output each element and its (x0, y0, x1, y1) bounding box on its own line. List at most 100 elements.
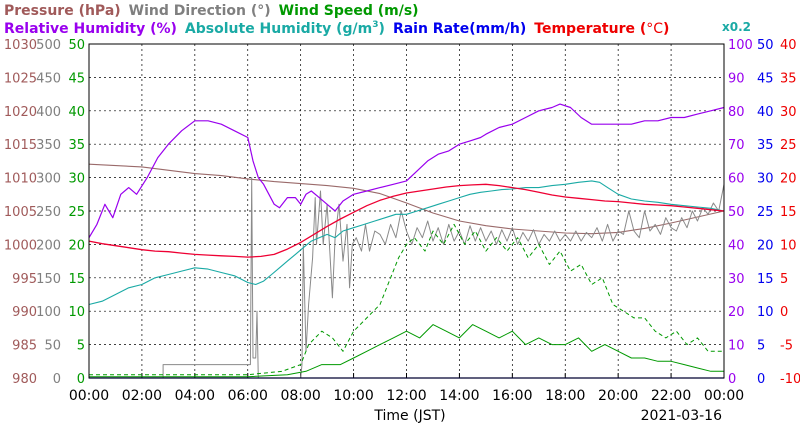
tick-label-pressure: 1015 (4, 138, 37, 153)
tick-label-pressure: 995 (12, 272, 37, 287)
tick-label-wind-speed: 0 (77, 372, 85, 387)
tick-label-wind-speed: 20 (68, 238, 85, 253)
grid (89, 44, 724, 378)
series (88, 103, 725, 379)
tick-label-temperature: 40 (780, 38, 797, 53)
tick-label-wind-direction: 0 (53, 372, 61, 387)
tick-label-pressure: 1030 (4, 38, 37, 53)
x-tick-label: 02:00 (122, 388, 162, 404)
tick-label-pressure: 1010 (4, 172, 37, 187)
tick-label-relative-humidity: 80 (728, 105, 745, 120)
tick-label-wind-direction: 350 (36, 138, 61, 153)
tick-label-pressure: 990 (12, 305, 37, 320)
legend-absolute-humidity-sup: 3 (372, 20, 378, 30)
tick-label-pressure: 1000 (4, 238, 37, 253)
series-temperature (88, 183, 725, 258)
legend-temperature-close: ) (663, 21, 669, 37)
tick-label-relative-humidity: 20 (728, 305, 745, 320)
tick-label-rain-rate: 50 (757, 38, 774, 53)
tick-label-pressure: 980 (12, 372, 37, 387)
tick-label-pressure: 985 (12, 339, 37, 354)
svg-text:Pressure (hPa)Wind Direction (: Pressure (hPa) Wind Direction (°) Wind Spe… (4, 3, 419, 19)
tick-label-wind-direction: 200 (36, 238, 61, 253)
chart-date: 2021-03-16 (641, 408, 722, 424)
x-tick-label: 16:00 (492, 388, 532, 404)
x-tick-label: 04:00 (175, 388, 215, 404)
tick-label-rain-rate: 40 (757, 105, 774, 120)
tick-label-temperature: 10 (780, 238, 797, 253)
tick-label-temperature: 15 (780, 205, 797, 220)
tick-label-temperature: 0 (780, 305, 788, 320)
series-wind-speed (89, 324, 724, 378)
series-wind-speed-gust (89, 223, 724, 376)
x-axis-label: Time (JST) (373, 408, 445, 424)
tick-label-wind-direction: 500 (36, 38, 61, 53)
tick-label-pressure: 1020 (4, 105, 37, 120)
x-tick-label: 14:00 (439, 388, 479, 404)
tick-label-rain-rate: 35 (757, 138, 774, 153)
legend-wind-speed: Wind Speed (m/s) (279, 3, 419, 19)
x-tick-label: 06:00 (228, 388, 268, 404)
series-relative-humidity (88, 103, 725, 239)
tick-label-wind-speed: 35 (68, 138, 85, 153)
tick-label-wind-speed: 15 (68, 272, 85, 287)
legend-temperature-unit: °C (646, 21, 663, 37)
x-tick-label: 00:00 (69, 388, 109, 404)
tick-label-rain-rate: 45 (757, 71, 774, 86)
x-tick-label: 10:00 (333, 388, 373, 404)
tick-label-wind-direction: 400 (36, 105, 61, 120)
tick-label-wind-speed: 40 (68, 105, 85, 120)
tick-label-pressure: 1005 (4, 205, 37, 220)
x-tick-label: 08:00 (280, 388, 320, 404)
legend-relative-humidity: Relative Humidity (%) (4, 21, 177, 37)
tick-label-temperature: 25 (780, 138, 797, 153)
x-tick-label: 22:00 (651, 388, 691, 404)
tick-label-relative-humidity: 50 (728, 205, 745, 220)
tick-label-wind-speed: 30 (68, 172, 85, 187)
tick-label-wind-direction: 300 (36, 172, 61, 187)
tick-label-relative-humidity: 30 (728, 272, 745, 287)
tick-label-rain-rate: 25 (757, 205, 774, 220)
tick-label-wind-direction: 250 (36, 205, 61, 220)
tick-label-wind-direction: 100 (36, 305, 61, 320)
legend-pressure: Pressure (hPa) (4, 3, 121, 19)
legend-absolute-humidity-close: ) (379, 21, 385, 37)
series-pressure (88, 163, 725, 235)
legend-temperature: Temperature ( (534, 21, 646, 37)
tick-label-relative-humidity: 0 (728, 372, 736, 387)
tick-label-pressure: 1025 (4, 71, 37, 86)
tick-label-wind-speed: 50 (68, 38, 85, 53)
x-tick-label: 12:00 (386, 388, 426, 404)
series-absolute-humidity (88, 180, 725, 306)
tick-label-rain-rate: 15 (757, 272, 774, 287)
tick-label-wind-speed: 5 (77, 339, 85, 354)
tick-label-relative-humidity: 10 (728, 339, 745, 354)
tick-label-wind-direction: 50 (44, 339, 61, 354)
tick-label-wind-speed: 10 (68, 305, 85, 320)
svg-text:Relative Humidity (%)Absolute: Relative Humidity (%) Absolute Humidity (… (4, 20, 669, 37)
tick-label-wind-direction: 150 (36, 272, 61, 287)
x-tick-label: 00:00 (704, 388, 744, 404)
tick-label-wind-speed: 25 (68, 205, 85, 220)
axes: 1030102510201015101010051000995990985980… (4, 38, 800, 404)
tick-label-temperature: 5 (780, 272, 788, 287)
tick-label-rain-rate: 5 (757, 339, 765, 354)
tick-label-temperature: 20 (780, 172, 797, 187)
x-tick-label: 18:00 (545, 388, 585, 404)
tick-label-temperature: -10 (780, 372, 800, 387)
tick-label-rain-rate: 20 (757, 238, 774, 253)
tick-label-rain-rate: 30 (757, 172, 774, 187)
tick-label-relative-humidity: 40 (728, 238, 745, 253)
plot-frame (88, 43, 725, 379)
tick-label-wind-speed: 45 (68, 71, 85, 86)
legend-rain-rate: Rain Rate(mm/h) (393, 21, 526, 37)
scale-note: x0.2 (722, 20, 751, 34)
tick-label-temperature: -5 (780, 339, 793, 354)
tick-label-relative-humidity: 90 (728, 71, 745, 86)
tick-label-rain-rate: 0 (757, 372, 765, 387)
tick-label-relative-humidity: 70 (728, 138, 745, 153)
tick-label-temperature: 30 (780, 105, 797, 120)
tick-label-rain-rate: 10 (757, 305, 774, 320)
legend-absolute-humidity: Absolute Humidity (g/m (185, 21, 372, 37)
